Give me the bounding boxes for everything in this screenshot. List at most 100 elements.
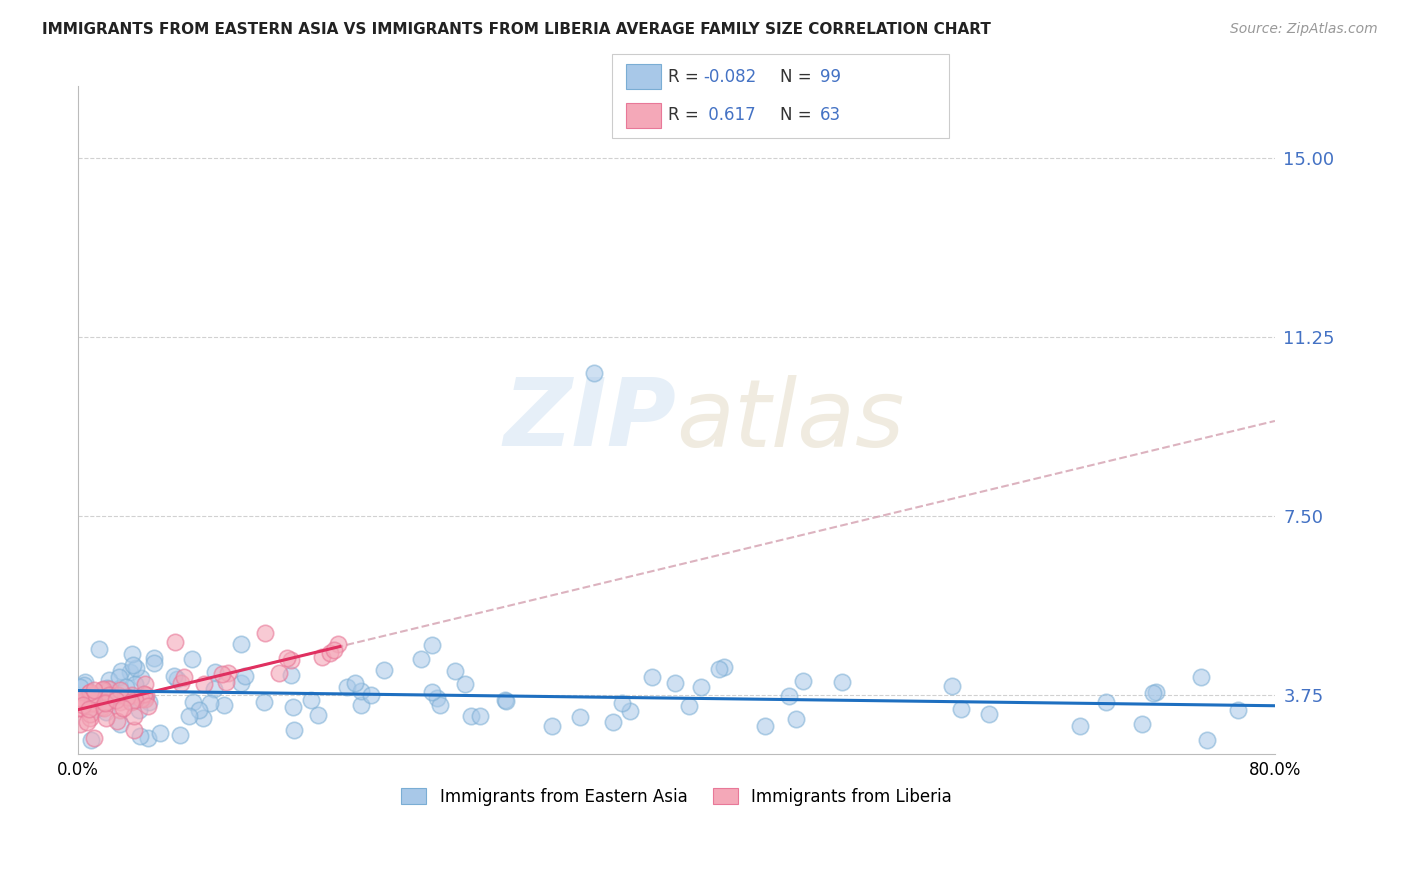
Point xyxy=(89,691,111,706)
Point xyxy=(134,690,156,705)
Point xyxy=(110,665,132,679)
Point xyxy=(96,706,118,720)
Point xyxy=(569,710,592,724)
Text: 63: 63 xyxy=(820,106,841,124)
Point xyxy=(1197,733,1219,747)
Point xyxy=(170,676,193,690)
Point xyxy=(90,684,112,698)
Point xyxy=(135,688,157,702)
Point xyxy=(276,651,298,665)
Point xyxy=(73,678,96,692)
Point xyxy=(93,701,115,715)
Point xyxy=(283,723,305,738)
Point xyxy=(188,703,211,717)
Point xyxy=(96,681,118,695)
Point xyxy=(426,690,449,705)
Point xyxy=(80,732,103,747)
Point xyxy=(831,675,853,690)
Point xyxy=(108,682,131,697)
Point xyxy=(97,673,120,687)
Point xyxy=(87,642,110,657)
Point xyxy=(108,681,131,696)
Point xyxy=(121,647,143,661)
Point xyxy=(118,665,141,680)
Legend: Immigrants from Eastern Asia, Immigrants from Liberia: Immigrants from Eastern Asia, Immigrants… xyxy=(395,781,959,813)
Point xyxy=(202,682,225,697)
Point xyxy=(214,698,236,712)
Point xyxy=(79,697,101,711)
Point xyxy=(177,709,200,723)
Point xyxy=(136,698,159,713)
Point xyxy=(409,652,432,666)
Point xyxy=(169,728,191,742)
Text: R =: R = xyxy=(668,106,704,124)
Text: -0.082: -0.082 xyxy=(703,68,756,86)
Point xyxy=(165,635,187,649)
Point xyxy=(134,677,156,691)
Point xyxy=(420,685,443,699)
Point xyxy=(76,714,98,729)
Point xyxy=(108,695,131,709)
Point xyxy=(76,690,98,705)
Point xyxy=(73,675,96,690)
Point xyxy=(120,695,142,709)
Point xyxy=(319,646,342,660)
Point xyxy=(420,638,443,652)
Point xyxy=(105,693,128,707)
Point xyxy=(1227,703,1250,717)
Point xyxy=(280,653,302,667)
Point xyxy=(149,725,172,739)
Point xyxy=(215,675,238,690)
Point xyxy=(83,731,105,745)
Point xyxy=(128,703,150,717)
Point xyxy=(77,702,100,716)
Point xyxy=(344,676,367,690)
Point xyxy=(69,692,91,706)
Point xyxy=(96,711,118,725)
Point xyxy=(163,669,186,683)
Text: Source: ZipAtlas.com: Source: ZipAtlas.com xyxy=(1230,22,1378,37)
Point xyxy=(678,698,700,713)
Text: N =: N = xyxy=(780,106,817,124)
Point xyxy=(136,731,159,745)
Point xyxy=(311,649,333,664)
Point xyxy=(429,698,451,712)
Point xyxy=(69,680,91,694)
Point xyxy=(70,701,93,715)
Point xyxy=(122,723,145,738)
Point xyxy=(193,677,215,691)
Point xyxy=(307,708,329,723)
Point xyxy=(121,688,143,702)
Point xyxy=(79,706,101,721)
Text: R =: R = xyxy=(668,68,704,86)
Point xyxy=(122,709,145,723)
Point xyxy=(134,692,156,706)
Point xyxy=(101,689,124,703)
Point xyxy=(117,690,139,705)
Point xyxy=(91,682,114,697)
Point xyxy=(129,671,152,685)
Point xyxy=(233,669,256,683)
Point xyxy=(108,670,131,684)
Point xyxy=(326,636,349,650)
Point xyxy=(453,676,475,690)
Point xyxy=(1144,684,1167,698)
Point xyxy=(541,719,564,733)
Point xyxy=(107,688,129,702)
Point xyxy=(121,694,143,708)
Point xyxy=(98,688,121,702)
Point xyxy=(72,698,94,712)
Point xyxy=(138,695,160,709)
Point xyxy=(204,665,226,680)
Point xyxy=(1069,719,1091,733)
Point xyxy=(217,666,239,681)
Point xyxy=(198,696,221,710)
Point xyxy=(90,700,112,714)
Point xyxy=(336,680,359,694)
Point xyxy=(129,692,152,706)
Point xyxy=(69,717,91,731)
Point xyxy=(280,668,302,682)
Point xyxy=(132,687,155,701)
Point xyxy=(709,662,731,676)
Point xyxy=(108,703,131,717)
